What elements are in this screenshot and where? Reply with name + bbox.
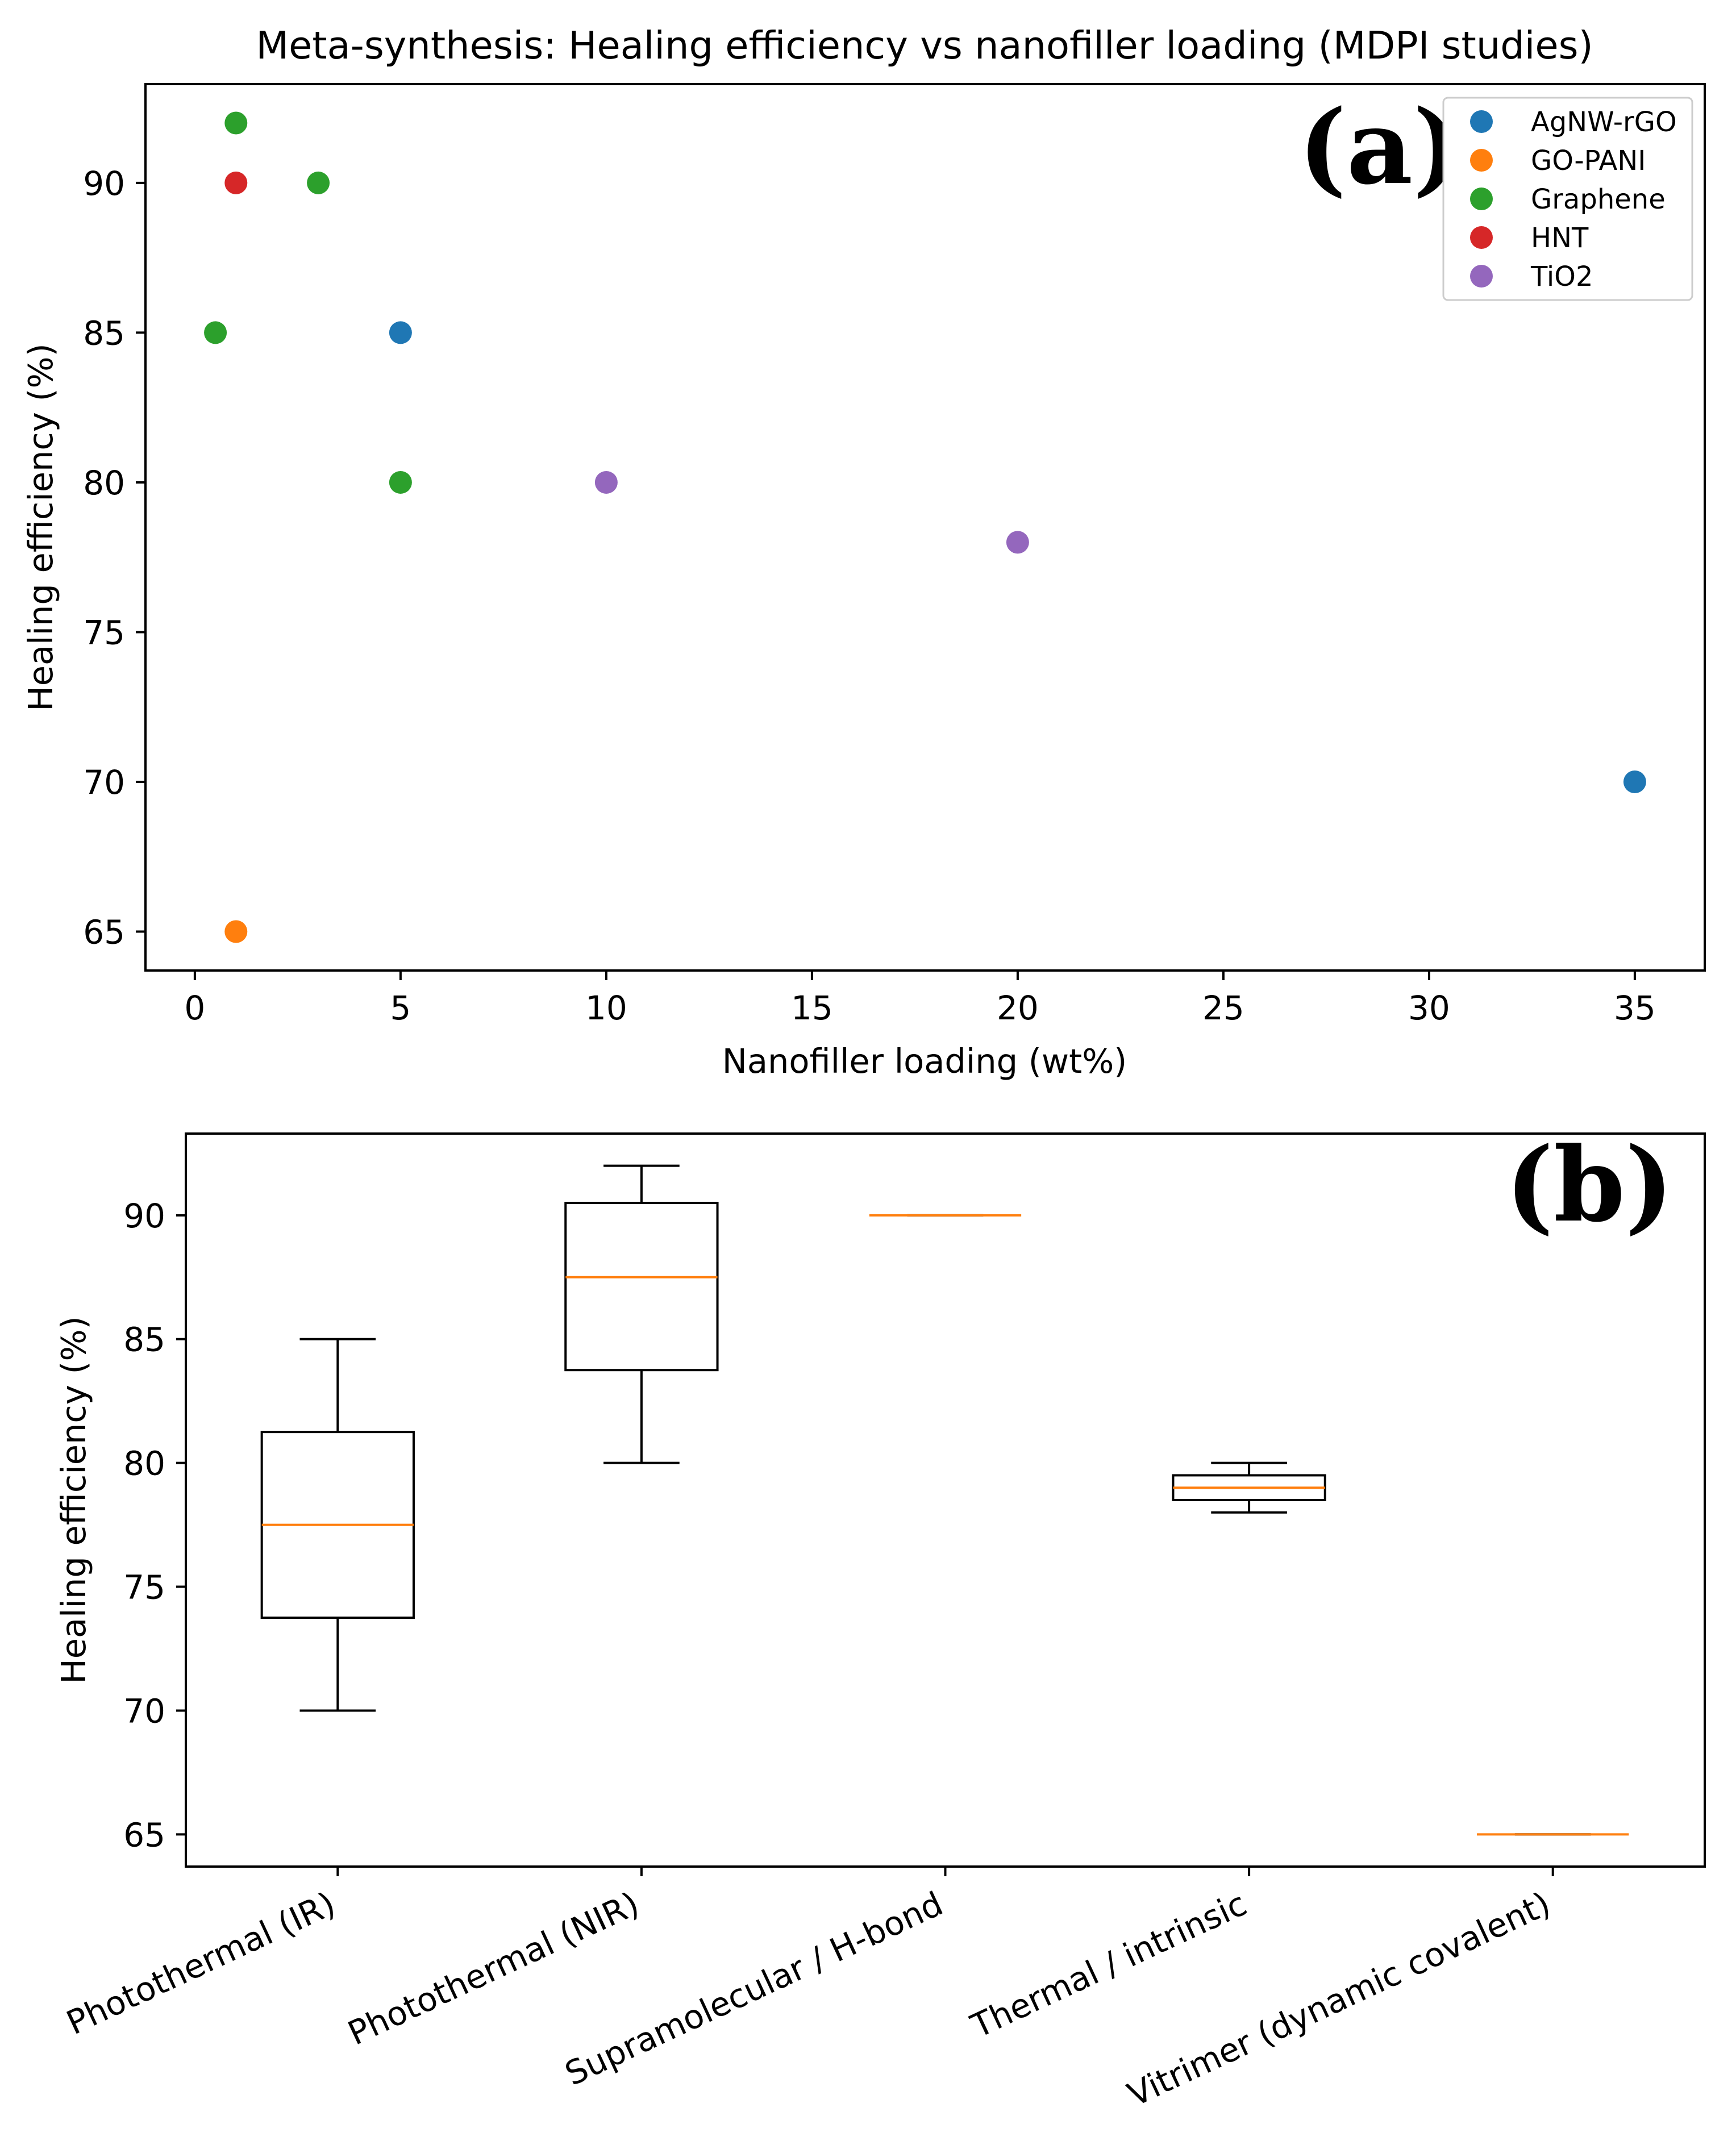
legend-label: TiO2 xyxy=(1530,261,1593,293)
panel-b-y-axis-label: Healing efficiency (%) xyxy=(54,1316,93,1684)
panel-b-plot-area xyxy=(185,1132,1706,1868)
data-point xyxy=(224,111,248,135)
box-group xyxy=(564,1164,719,1464)
y-tick-label: 70 xyxy=(123,1692,165,1730)
legend-frame xyxy=(1442,97,1693,301)
legend-label: Graphene xyxy=(1531,184,1666,215)
y-tick-label: 70 xyxy=(83,763,125,802)
box-group xyxy=(260,1338,415,1712)
y-tick-label: 80 xyxy=(83,464,125,502)
panel-a-title: Meta-synthesis: Healing efficiency vs na… xyxy=(256,23,1593,68)
panel-a-scatter: Meta-synthesis: Healing efficiency vs na… xyxy=(21,23,1706,1081)
y-tick-label: 65 xyxy=(123,1815,165,1854)
data-point xyxy=(594,470,618,494)
x-tick-label: 5 xyxy=(390,989,411,1027)
y-tick-label: 90 xyxy=(83,164,125,203)
legend-label: HNT xyxy=(1531,222,1589,254)
y-tick-label: 65 xyxy=(83,913,125,951)
iqr-box xyxy=(564,1202,719,1372)
y-tick-label: 75 xyxy=(83,613,125,652)
panel-a-points xyxy=(204,111,1646,943)
y-tick-label: 90 xyxy=(123,1197,165,1235)
data-point xyxy=(389,470,412,494)
data-point xyxy=(1623,770,1646,793)
panel-a-y-axis-label: Healing efficiency (%) xyxy=(21,343,60,711)
data-point xyxy=(204,321,227,344)
panel-a-legend: AgNW-rGO GO-PANI Graphene HNT TiO2 xyxy=(1442,97,1693,301)
panel-a-x-axis-label: Nanofiller loading (wt%) xyxy=(722,1042,1127,1081)
panel-b-tag: (b) xyxy=(1505,1125,1673,1245)
panel-b-y-axis: 65 70 75 80 85 90 xyxy=(123,1197,186,1854)
panel-a-x-axis: 0 5 10 15 20 25 30 35 xyxy=(184,971,1656,1027)
data-point xyxy=(307,171,330,194)
x-tick-label: 15 xyxy=(791,989,833,1027)
x-tick-label: 10 xyxy=(585,989,627,1027)
x-tick-label: 0 xyxy=(184,989,205,1027)
legend-marker xyxy=(1470,265,1493,288)
x-tick-label: 30 xyxy=(1408,989,1450,1027)
panel-a-tag: (a) xyxy=(1298,88,1462,207)
x-tick-label: 35 xyxy=(1614,989,1656,1027)
legend-marker xyxy=(1470,226,1493,249)
data-point xyxy=(389,321,412,344)
legend-marker xyxy=(1470,149,1493,172)
legend-marker xyxy=(1470,188,1493,210)
y-tick-label: 85 xyxy=(83,314,125,352)
panel-a-y-axis: 65 70 75 80 85 90 xyxy=(83,164,145,951)
data-point xyxy=(1006,531,1029,554)
y-tick-label: 85 xyxy=(123,1321,165,1359)
data-point xyxy=(224,171,248,194)
legend-label: AgNW-rGO xyxy=(1531,106,1677,138)
legend-label: GO-PANI xyxy=(1531,145,1646,177)
legend-marker xyxy=(1470,110,1493,133)
x-tick-label: 25 xyxy=(1202,989,1244,1027)
y-tick-label: 75 xyxy=(123,1568,165,1607)
panel-b-boxes xyxy=(260,1164,1629,1836)
y-tick-label: 80 xyxy=(123,1444,165,1483)
data-point xyxy=(224,920,248,943)
x-tick-label: 20 xyxy=(997,989,1039,1027)
box-group xyxy=(1172,1461,1326,1514)
